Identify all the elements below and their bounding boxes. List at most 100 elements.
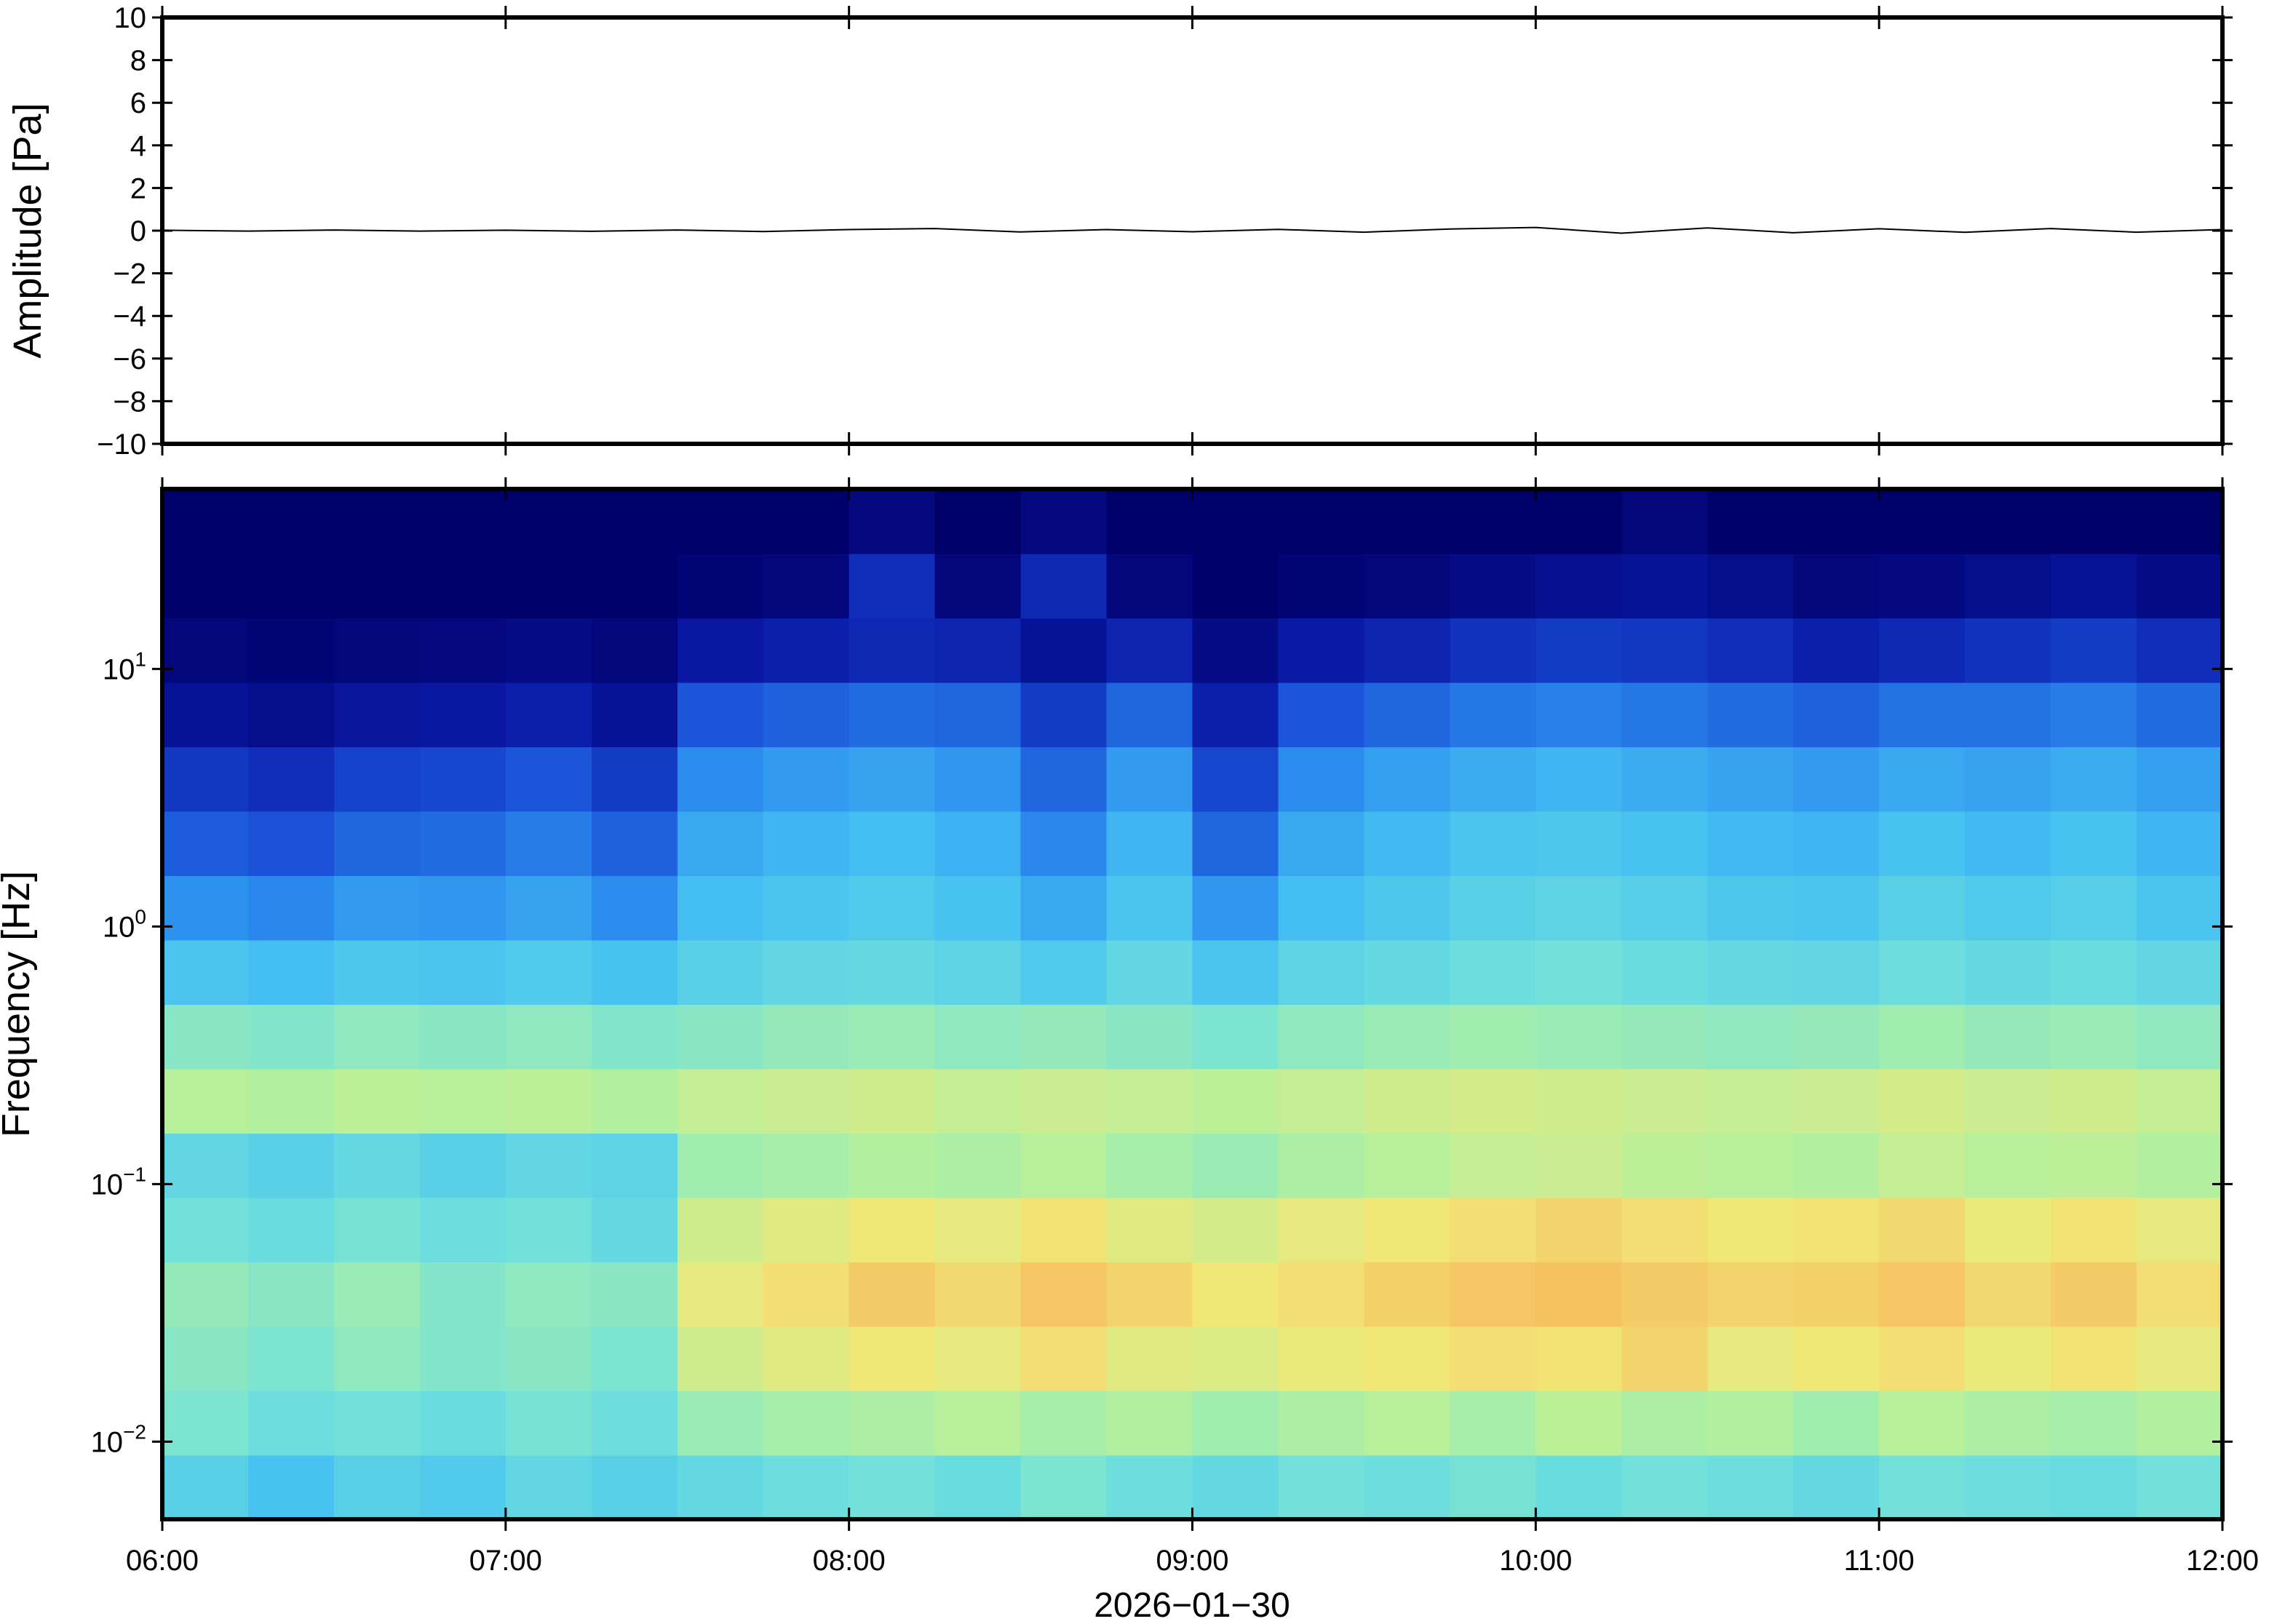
spectrogram-cell [1278, 553, 1365, 618]
spectrogram-cell [1965, 1133, 2051, 1198]
spectrogram-cell [2051, 1262, 2137, 1327]
spectrogram-cell [505, 1262, 592, 1327]
spectrogram-cell [1364, 553, 1451, 618]
spectrogram-cell [419, 1133, 506, 1198]
spectrogram-cell [1621, 875, 1709, 941]
spectrogram-cell [419, 1390, 506, 1456]
spectrogram-cell [1793, 1454, 1880, 1520]
spectrogram-cell [505, 489, 592, 554]
spectrogram-cell [419, 939, 506, 1005]
spectrogram-cell [849, 1326, 936, 1391]
x-tick-label: 11:00 [1844, 1545, 1915, 1577]
spectrogram-cell [1020, 811, 1108, 876]
spectrogram-cell [1450, 1197, 1537, 1262]
spectrogram-cell [1192, 618, 1279, 683]
spectrogram-cell [1106, 489, 1193, 554]
spectrogram-cell [247, 875, 335, 941]
y-tick-label: 4 [130, 130, 146, 162]
spectrogram-cell [763, 1454, 850, 1520]
spectrogram-cell [934, 1454, 1022, 1520]
spectrogram-cell [247, 553, 335, 618]
spectrogram-cell [1965, 1326, 2051, 1391]
spectrogram-cell [505, 1390, 592, 1456]
y-tick-label: 100 [103, 905, 146, 943]
spectrogram-cell [2051, 747, 2137, 812]
spectrogram-cell [677, 618, 764, 683]
spectrogram-cell [2051, 618, 2137, 683]
spectrogram-cell [2137, 1068, 2223, 1134]
spectrogram-cell [505, 875, 592, 941]
spectrogram-cell [763, 747, 850, 812]
y-tick-label: 101 [103, 648, 146, 685]
spectrogram-cell [1192, 747, 1279, 812]
spectrogram-cell [1364, 1133, 1451, 1198]
spectrogram-cell [1364, 875, 1451, 941]
spectrogram-cell [162, 682, 249, 747]
spectrogram-cell [2137, 682, 2223, 747]
spectrogram-cell [2051, 939, 2137, 1005]
spectrogram-cell [333, 489, 421, 554]
spectrogram-cell [247, 1390, 335, 1456]
spectrogram-cell [2137, 1197, 2223, 1262]
spectrogram-cell [1450, 1262, 1537, 1327]
y-tick-label: −4 [113, 300, 146, 333]
spectrogram-cell [505, 682, 592, 747]
spectrogram-cell [763, 1068, 850, 1134]
spectrogram-cell [1879, 811, 1966, 876]
spectrogram-cell [1450, 1326, 1537, 1391]
spectrogram-cell [1879, 875, 1966, 941]
spectrogram-cell [1707, 682, 1795, 747]
spectrogram-cell [162, 1133, 249, 1198]
spectrogram-cell [1192, 811, 1279, 876]
spectrogram-cell [333, 939, 421, 1005]
spectrogram-cell [247, 1262, 335, 1327]
spectrogram-cell [1278, 1326, 1365, 1391]
spectrogram-cell [849, 939, 936, 1005]
spectrogram-cell [162, 1197, 249, 1262]
spectrogram-cell [419, 682, 506, 747]
spectrogram-cell [2051, 1390, 2137, 1456]
spectrogram-cell [1793, 1197, 1880, 1262]
spectrogram-cell [1535, 939, 1623, 1005]
spectrogram-cell [1192, 1454, 1279, 1520]
y-tick-label: 10−2 [91, 1420, 146, 1458]
spectrogram-cell [1965, 1004, 2051, 1070]
spectrogram-cell [1450, 553, 1537, 618]
spectrogram-cell [934, 811, 1022, 876]
spectrogram-cell [677, 1262, 764, 1327]
spectrogram-cell [1535, 1390, 1623, 1456]
spectrogram-cell [333, 1454, 421, 1520]
spectrogram-cell [419, 1197, 506, 1262]
spectrogram-cell [1793, 489, 1880, 554]
spectrogram-cell [1965, 1390, 2051, 1456]
y-tick-label: 6 [130, 87, 146, 119]
spectrogram-cell [1192, 1197, 1279, 1262]
spectrogram-cell [1278, 1197, 1365, 1262]
panel-frame [160, 487, 2225, 1521]
spectrogram-cell [1192, 875, 1279, 941]
y-tick-base: 10 [91, 1426, 124, 1458]
spectrogram-cell [1192, 553, 1279, 618]
spectrogram-cell [2051, 489, 2137, 554]
spectrogram-cell [591, 1004, 678, 1070]
spectrogram-cell [677, 1390, 764, 1456]
spectrogram-cell [1621, 1390, 1709, 1456]
spectrogram-cell [2051, 1068, 2137, 1134]
spectrogram-cell [162, 1262, 249, 1327]
spectrogram-cell [1450, 1068, 1537, 1134]
spectrogram-cell [247, 1454, 335, 1520]
spectrogram-cell [1707, 875, 1795, 941]
spectrogram-cell [505, 1197, 592, 1262]
spectrogram-cell [849, 1197, 936, 1262]
spectrogram-cell [162, 1004, 249, 1070]
spectrogram-cell [1535, 682, 1623, 747]
spectrogram-cell [1192, 1133, 1279, 1198]
spectrogram-cell [849, 747, 936, 812]
y-tick-exponent: 1 [135, 648, 146, 670]
spectrogram-cell [1364, 1197, 1451, 1262]
spectrogram-cell [1879, 553, 1966, 618]
spectrogram-cell [1879, 1390, 1966, 1456]
spectrogram-cell [1707, 939, 1795, 1005]
spectrogram-cell [591, 553, 678, 618]
